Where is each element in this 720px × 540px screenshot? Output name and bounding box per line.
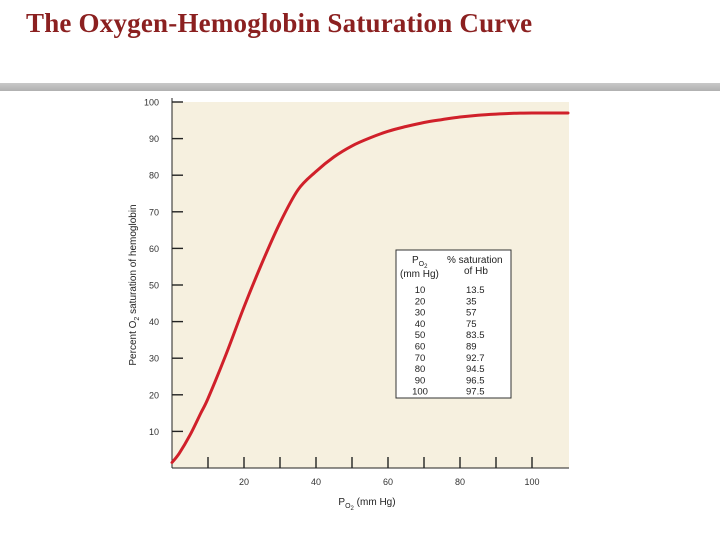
table-cell-saturation: 97.5 [466,387,485,398]
table-cell-saturation: 94.5 [466,364,485,375]
table-cell-po2: 90 [415,375,426,386]
saturation-curve [170,111,570,464]
table-cell-po2: 80 [415,364,426,375]
y-tick-label: 50 [149,281,159,291]
table-cell-po2: 60 [415,342,426,353]
table-cell-saturation: 75 [466,319,477,330]
y-tick-label: 80 [149,171,159,181]
inset-table-frame [395,249,512,399]
table-cell-po2: 20 [415,296,426,307]
table-header-po2-subsub: 2 [424,264,428,270]
y-tick-label: 20 [149,390,159,400]
y-axis-label-sub: 2 [134,317,141,321]
table-header-po2-main: P [412,255,419,266]
table-header-po2-sub: O [419,261,425,268]
table-cell-po2: 30 [415,308,426,319]
table-header-saturation-line2: of Hb [464,266,488,277]
table-cell-saturation: 83.5 [466,330,485,341]
title-divider [0,83,720,91]
table-cell-saturation: 96.5 [466,375,485,386]
x-axis-label-main: P [338,497,345,508]
y-tick-label: 70 [149,207,159,217]
y-tick-label: 100 [144,98,159,108]
y-tick-label: 10 [149,427,159,437]
x-axis-label-subsub: 2 [351,506,355,512]
table-cell-po2: 10 [415,285,426,296]
table-cell-saturation: 92.7 [466,353,485,364]
inset-data-table: PO2 (mm Hg) % saturation of Hb 10 13.520 3… [395,249,512,399]
y-axis-label-rest: saturation of hemoglobin [128,204,139,316]
table-header-po2: PO2 [412,255,428,270]
table-cell-po2: 70 [415,353,426,364]
table-cell-saturation: 35 [466,296,477,307]
slide-title: The Oxygen-Hemoglobin Saturation Curve [26,8,533,38]
x-axis-label: PO2 (mm Hg) [338,497,395,512]
y-tick-label: 90 [149,134,159,144]
y-axis-label-main: Percent O [128,320,139,365]
y-tick-label: 60 [149,244,159,254]
table-rows: 10 13.5 20 35 30 57 40 75 50 83.5 60 89 70 92.7 80 94.5… [412,285,484,398]
table-header-saturation: % saturation [447,255,503,266]
x-tick-label: 100 [524,477,539,487]
table-cell-saturation: 57 [466,308,477,319]
table-header-po2-unit: (mm Hg) [400,269,439,280]
x-axis-label-unit: (mm Hg) [354,497,396,508]
table-cell-po2: 50 [415,330,426,341]
x-tick-label: 60 [383,477,393,487]
y-tick-label: 30 [149,354,159,364]
x-tick-label: 40 [311,477,321,487]
table-cell-saturation: 13.5 [466,285,485,296]
table-cell-saturation: 89 [466,342,477,353]
x-tick-label: 80 [455,477,465,487]
table-cell-po2: 40 [415,319,426,330]
x-tick-label: 20 [239,477,249,487]
y-axis-label: Percent O2 saturation of hemoglobin [128,204,141,365]
table-cell-po2: 100 [412,387,428,398]
x-axis-label-sub: O [345,503,351,510]
y-tick-label: 40 [149,317,159,327]
